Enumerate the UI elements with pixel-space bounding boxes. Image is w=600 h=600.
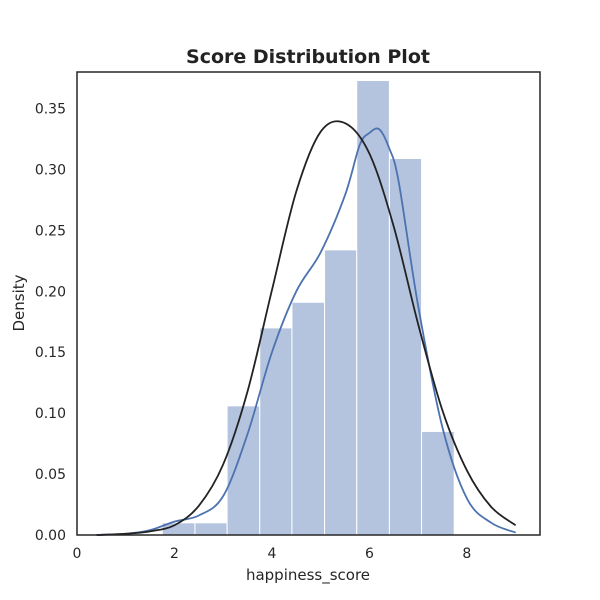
y-tick-label: 0.20 <box>35 284 66 300</box>
histogram-bar <box>291 301 326 536</box>
x-axis-label: happiness_score <box>246 566 370 585</box>
x-tick-label: 8 <box>462 546 471 562</box>
y-tick-label: 0.25 <box>35 223 66 239</box>
density-curves <box>96 120 517 536</box>
y-tick-label: 0.30 <box>35 162 66 178</box>
histogram-bars <box>161 80 455 536</box>
plot-frame <box>76 71 541 536</box>
y-axis-label: Density <box>10 274 28 331</box>
normal-fit-curve <box>96 120 517 536</box>
x-tick-label: 4 <box>267 546 276 562</box>
histogram-bar <box>259 327 293 536</box>
histogram-bar <box>388 158 423 536</box>
y-tick-label: 0.35 <box>35 102 66 118</box>
chart-title: Score Distribution Plot <box>186 46 430 68</box>
histogram-bar <box>356 80 390 536</box>
x-tick-label: 2 <box>170 546 179 562</box>
x-tick-label: 6 <box>365 546 374 562</box>
histogram-bar <box>194 522 228 536</box>
histogram-bar <box>421 430 455 536</box>
y-axis-ticks: 0.00 0.05 0.10 0.15 0.20 0.25 0.30 0.35 <box>35 102 66 544</box>
histogram-bar <box>226 405 261 536</box>
x-tick-label: 0 <box>73 546 82 562</box>
kde-curve <box>96 127 516 536</box>
y-tick-label: 0.15 <box>35 345 66 361</box>
y-tick-label: 0.05 <box>35 467 66 483</box>
y-tick-label: 0.00 <box>35 528 66 544</box>
y-tick-label: 0.10 <box>35 406 66 422</box>
x-axis-ticks: 0 2 4 6 8 <box>73 546 472 562</box>
histogram-bar <box>324 249 358 536</box>
